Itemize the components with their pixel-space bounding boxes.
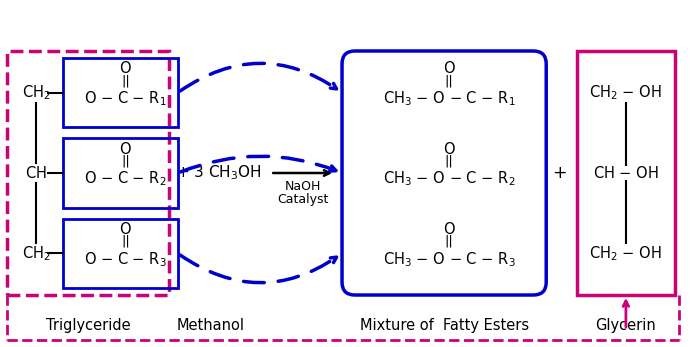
Text: Glycerin: Glycerin <box>596 318 657 333</box>
Text: Methanol: Methanol <box>176 318 244 333</box>
Bar <box>63 138 178 208</box>
Text: O $-$ C $-$ R$_{2}$: O $-$ C $-$ R$_{2}$ <box>84 170 167 188</box>
Text: O $-$ C $-$ R$_{1}$: O $-$ C $-$ R$_{1}$ <box>84 89 167 108</box>
Bar <box>63 219 178 288</box>
Text: O: O <box>120 61 131 76</box>
Text: $\mathrm{CH}$: $\mathrm{CH}$ <box>25 165 47 181</box>
Text: Catalyst: Catalyst <box>277 193 328 206</box>
Text: O: O <box>443 142 455 157</box>
Text: O $-$ C $-$ R$_{3}$: O $-$ C $-$ R$_{3}$ <box>84 250 167 269</box>
Text: ||: || <box>121 155 130 168</box>
Text: Mixture of  Fatty Esters: Mixture of Fatty Esters <box>360 318 528 333</box>
Bar <box>8 51 169 295</box>
Text: $+$ 3 CH$_3$OH: $+$ 3 CH$_3$OH <box>176 164 261 183</box>
Text: $\mathrm{CH_2}$: $\mathrm{CH_2}$ <box>22 244 50 263</box>
Text: O: O <box>443 61 455 76</box>
Text: CH$_2$ $-$ OH: CH$_2$ $-$ OH <box>589 83 662 102</box>
Text: CH$_3$ $-$ O $-$ C $-$ R$_{1}$: CH$_3$ $-$ O $-$ C $-$ R$_{1}$ <box>383 89 515 108</box>
Text: ||: || <box>444 235 454 248</box>
Bar <box>63 58 178 127</box>
Text: CH$_3$ $-$ O $-$ C $-$ R$_{2}$: CH$_3$ $-$ O $-$ C $-$ R$_{2}$ <box>383 170 515 188</box>
Text: CH $-$ OH: CH $-$ OH <box>593 165 659 181</box>
Text: ||: || <box>121 235 130 248</box>
Text: Triglyceride: Triglyceride <box>46 318 130 333</box>
Bar <box>577 51 675 295</box>
Text: ||: || <box>444 74 454 87</box>
Text: $\mathrm{CH_2}$: $\mathrm{CH_2}$ <box>22 83 50 102</box>
Text: $+$: $+$ <box>552 164 566 182</box>
Text: O: O <box>120 222 131 237</box>
Text: ||: || <box>121 74 130 87</box>
Text: O: O <box>120 142 131 157</box>
Text: ||: || <box>444 155 454 168</box>
Text: NaOH: NaOH <box>284 180 321 193</box>
Text: CH$_2$ $-$ OH: CH$_2$ $-$ OH <box>589 244 662 263</box>
Text: O: O <box>443 222 455 237</box>
Text: CH$_3$ $-$ O $-$ C $-$ R$_{3}$: CH$_3$ $-$ O $-$ C $-$ R$_{3}$ <box>383 250 515 269</box>
